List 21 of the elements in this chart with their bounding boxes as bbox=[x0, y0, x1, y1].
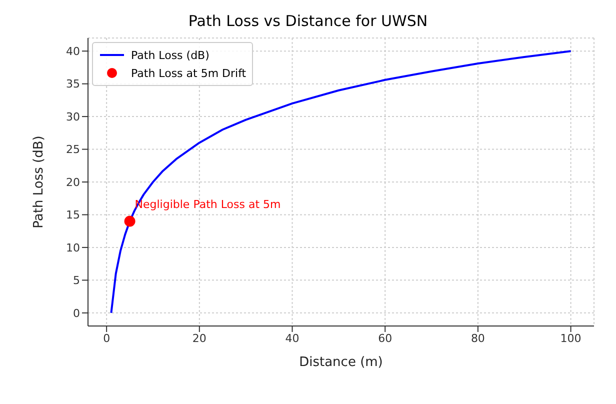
line-series bbox=[110, 50, 572, 314]
legend-label: Path Loss (dB) bbox=[131, 48, 210, 62]
y-tick-label: 25 bbox=[66, 143, 80, 156]
y-tick-label: 15 bbox=[66, 208, 80, 222]
x-tick-label: 100 bbox=[560, 332, 582, 345]
x-tick-label: 80 bbox=[470, 332, 485, 345]
y-axis-title: Path Loss (dB) bbox=[32, 136, 47, 228]
x-tick-label: 60 bbox=[378, 332, 392, 345]
y-tick-label: 10 bbox=[66, 241, 80, 254]
legend-label: Path Loss at 5m Drift bbox=[131, 66, 246, 80]
x-tick-label: 0 bbox=[103, 332, 110, 345]
y-tick-label: 5 bbox=[73, 274, 80, 288]
y-tick-label: 40 bbox=[66, 44, 80, 58]
y-tick-label: 0 bbox=[73, 306, 80, 320]
chart-title: Path Loss vs Distance for UWSN bbox=[187, 12, 429, 30]
x-tick-label: 40 bbox=[285, 332, 300, 345]
y-tick-label: 35 bbox=[66, 78, 80, 91]
x-axis-title: Distance (m) bbox=[299, 355, 383, 370]
y-tick-label: 20 bbox=[66, 176, 80, 189]
x-tick-label: 20 bbox=[192, 332, 206, 345]
y-tick-label: 30 bbox=[66, 110, 80, 124]
